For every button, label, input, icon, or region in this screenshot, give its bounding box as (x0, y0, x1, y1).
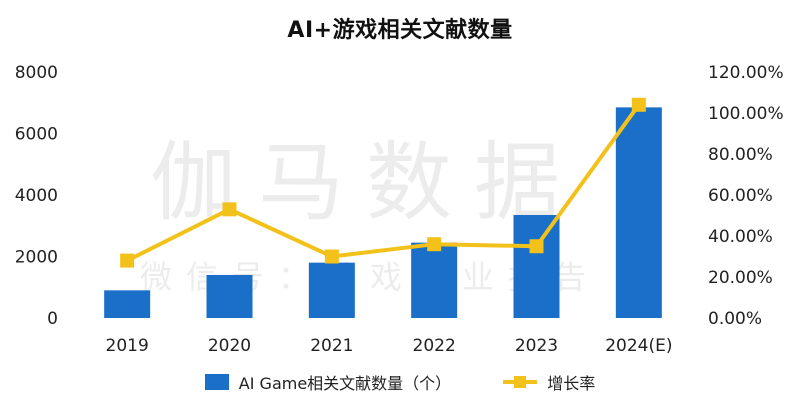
legend-label-line-series: 增长率 (547, 374, 596, 393)
y-right-tick-label: 120.00% (708, 63, 784, 83)
growth-rate-marker (120, 253, 135, 268)
y-left-tick-label: 0 (47, 309, 58, 329)
growth-rate-marker (324, 249, 339, 264)
bar (411, 242, 458, 318)
y-left-tick-label: 8000 (15, 63, 58, 83)
y-left-tick-label: 4000 (15, 186, 58, 206)
y-right-tick-label: 20.00% (708, 268, 773, 288)
growth-rate-marker (529, 239, 544, 254)
legend-swatch-bar (204, 374, 229, 390)
y-right-tick-label: 80.00% (708, 145, 773, 165)
legend-label-bar-series: AI Game相关文献数量（个） (238, 374, 452, 393)
y-right-tick-label: 100.00% (708, 104, 784, 124)
bar (104, 290, 151, 318)
x-tick-label: 2022 (413, 336, 456, 356)
growth-rate-marker (631, 97, 646, 112)
y-right-tick-label: 40.00% (708, 227, 773, 247)
x-tick-label: 2023 (515, 336, 558, 356)
legend-item-line-series: 增长率 (503, 370, 595, 394)
legend-swatch-line (503, 374, 538, 390)
x-tick-label: 2021 (310, 336, 353, 356)
bar (513, 214, 560, 318)
y-right-tick-label: 60.00% (708, 186, 773, 206)
legend-item-bar-series: AI Game相关文献数量（个） (204, 370, 452, 394)
growth-rate-marker (427, 237, 442, 252)
growth-rate-line (126, 103, 641, 263)
bar (308, 262, 355, 318)
y-left-tick-label: 2000 (15, 248, 58, 268)
legend: AI Game相关文献数量（个） 增长率 (0, 370, 800, 394)
x-tick-label: 2019 (106, 336, 149, 356)
bar (206, 274, 253, 318)
x-tick-label: 2020 (208, 336, 251, 356)
y-left-tick-label: 6000 (15, 125, 58, 145)
growth-rate-marker (222, 202, 237, 217)
x-tick-label: 2024(E) (605, 336, 672, 356)
y-right-tick-label: 0.00% (708, 309, 762, 329)
bar (615, 107, 662, 318)
chart-title: AI+游戏相关文献数量 (287, 18, 513, 43)
